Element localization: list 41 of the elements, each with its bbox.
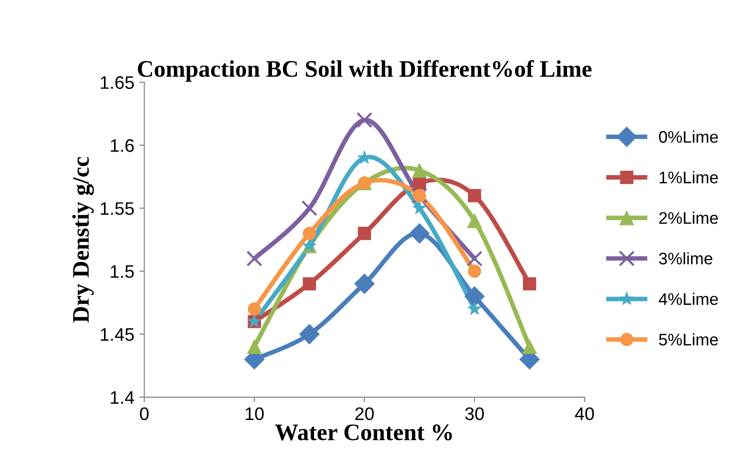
y-axis-title: Dry Denstiy g/cc [72,157,94,323]
point [468,264,482,278]
point [467,214,482,228]
point [522,339,537,354]
point [354,274,375,294]
x-tick-label: 0 [140,407,149,420]
point [468,302,482,315]
legend-label: 3%lime [659,252,712,264]
legend-label: 5%Lime [659,333,718,346]
chart-title: Compaction BC Soil with Different%of Lime [138,60,592,82]
x-tick-label: 40 [574,407,594,420]
x-tick-label: 10 [246,407,264,420]
point [246,250,262,267]
x-axis-title: Water Content % [275,424,452,440]
point [412,163,427,178]
y-tick-label: 1.45 [100,328,134,341]
point [302,277,316,290]
point [409,223,430,244]
point [466,250,483,267]
point [522,277,536,290]
point [468,189,482,202]
point [248,302,261,316]
point [299,324,320,344]
x-tick-label: 30 [465,407,484,420]
x-tick-label: 20 [355,407,374,420]
point [464,286,485,307]
legend-label: 0%Lime [659,130,718,143]
y-tick-label: 1.55 [100,202,134,215]
legend-label: 1%Lime [660,171,718,184]
point [356,112,372,128]
y-tick-label: 1.6 [110,139,134,152]
y-tick-label: 1.65 [100,76,134,89]
y-tick-label: 1.5 [110,265,134,278]
y-tick-label: 1.4 [110,391,134,404]
point [358,226,372,240]
point [412,200,426,214]
point [302,226,316,240]
legend-label: 4%Lime [658,292,718,305]
point [247,339,262,354]
legend-label: 2%Lime [659,212,718,224]
point [301,200,318,216]
